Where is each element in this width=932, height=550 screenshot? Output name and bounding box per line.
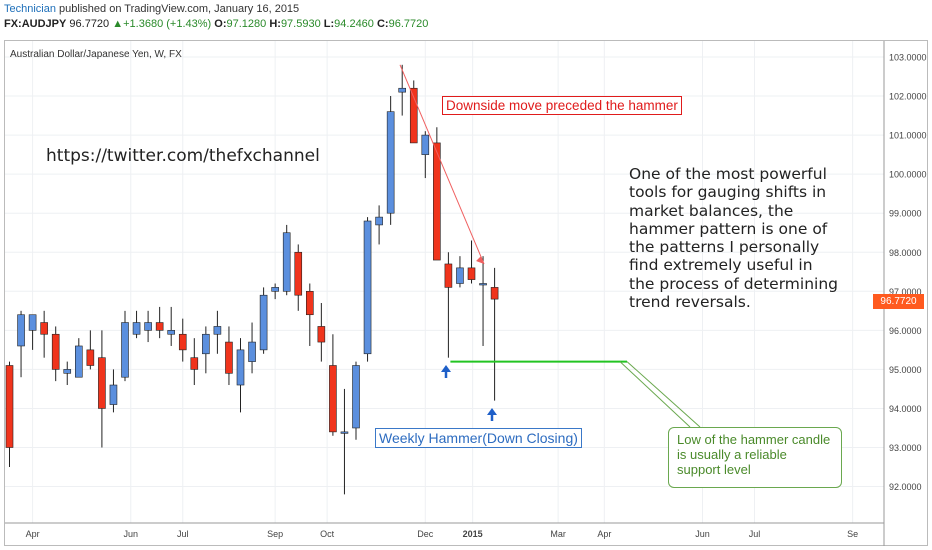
candle-body bbox=[40, 322, 48, 335]
author-link[interactable]: Technician bbox=[4, 3, 56, 15]
candle-body bbox=[144, 322, 152, 331]
x-tick-label: Apr bbox=[597, 529, 611, 539]
downside-move-callout: Downside move preceded the hammer bbox=[442, 96, 682, 115]
candle-body bbox=[340, 431, 349, 434]
candle-body bbox=[456, 267, 464, 284]
y-tick-label: 97.0000 bbox=[889, 287, 922, 297]
candle-body bbox=[190, 357, 199, 370]
chart-title: Australian Dollar/Japanese Yen, W, FX bbox=[10, 49, 182, 60]
candle-body bbox=[479, 283, 487, 286]
quote-line: FX:AUDJPY 96.7720 ▲+1.3680 (+1.43%) O:97… bbox=[4, 18, 428, 30]
candle-body bbox=[386, 111, 395, 214]
y-tick-label: 98.0000 bbox=[889, 248, 922, 258]
x-tick-label: Dec bbox=[417, 529, 434, 539]
candle-body bbox=[167, 330, 175, 335]
candle-body bbox=[305, 290, 314, 316]
candle-body bbox=[433, 142, 441, 261]
hammer-up-arrow-head bbox=[487, 408, 497, 415]
chart-frame bbox=[4, 40, 928, 546]
high-label: H: bbox=[269, 18, 281, 30]
x-tick-label: Oct bbox=[320, 529, 335, 539]
candle-body bbox=[202, 333, 210, 355]
y-tick-label: 103.0000 bbox=[889, 53, 927, 63]
symbol-label: FX:AUDJPY bbox=[4, 18, 67, 30]
y-tick-label: 94.0000 bbox=[889, 404, 922, 414]
publish-line: Technician published on TradingView.com,… bbox=[4, 3, 299, 15]
x-tick-label: Jul bbox=[177, 529, 189, 539]
x-tick-label: 2015 bbox=[463, 529, 483, 539]
x-tick-label: Jul bbox=[749, 529, 761, 539]
last-price: 96.7720 bbox=[69, 18, 110, 30]
close-value: 96.7720 bbox=[388, 18, 429, 30]
twitter-url: https://twitter.com/thefxchannel bbox=[46, 146, 320, 166]
candle-body bbox=[363, 220, 372, 355]
candle-body bbox=[329, 365, 337, 433]
x-tick-label: Sep bbox=[267, 529, 283, 539]
y-tick-label: 100.0000 bbox=[889, 170, 927, 180]
support-pointer-line bbox=[626, 361, 701, 428]
candle-body bbox=[271, 287, 279, 292]
trend-arrowhead bbox=[476, 255, 485, 264]
candle-body bbox=[51, 333, 60, 370]
y-tick-label: 99.0000 bbox=[889, 209, 922, 219]
x-tick-label: Apr bbox=[26, 529, 40, 539]
candle-body bbox=[421, 134, 430, 155]
x-tick-label: Mar bbox=[550, 529, 566, 539]
x-tick-label: Jun bbox=[124, 529, 139, 539]
candle-body bbox=[467, 267, 476, 280]
candle-body bbox=[155, 322, 164, 331]
candle-body bbox=[121, 322, 129, 378]
x-tick-label: Se bbox=[847, 529, 858, 539]
candle-body bbox=[259, 294, 268, 351]
y-tick-label: 93.0000 bbox=[889, 443, 922, 453]
last-price-tag: 96.7720 bbox=[873, 294, 924, 309]
support-level-callout: Low of the hammer candle is usually a re… bbox=[668, 427, 842, 488]
candle-body bbox=[213, 326, 222, 335]
candle-body bbox=[352, 365, 360, 429]
candle-body bbox=[409, 87, 418, 144]
candle-body bbox=[98, 357, 106, 409]
candle-body bbox=[225, 341, 233, 374]
support-pointer-line bbox=[619, 361, 691, 428]
up-triangle-icon: ▲ bbox=[112, 18, 124, 30]
y-tick-label: 102.0000 bbox=[889, 92, 927, 102]
candle-body bbox=[248, 341, 256, 362]
low-label: L: bbox=[323, 18, 335, 30]
candle-body bbox=[86, 349, 95, 366]
y-tick-label: 95.0000 bbox=[889, 365, 922, 375]
candle-body bbox=[17, 314, 25, 347]
hammer-up-arrow-head bbox=[441, 365, 451, 372]
price-change: +1.3680 (+1.43%) bbox=[123, 18, 212, 30]
open-label: O: bbox=[214, 18, 227, 30]
candle-body bbox=[178, 333, 187, 351]
candle-body bbox=[5, 365, 14, 448]
candle-body bbox=[236, 349, 245, 386]
candle-body bbox=[294, 251, 303, 296]
candle-body bbox=[490, 287, 499, 300]
low-value: 94.2460 bbox=[334, 18, 374, 30]
publish-info: published on TradingView.com, January 16… bbox=[59, 3, 300, 15]
candle-body bbox=[28, 314, 37, 331]
x-tick-label: Jun bbox=[695, 529, 710, 539]
close-label: C: bbox=[376, 18, 389, 30]
y-tick-label: 101.0000 bbox=[889, 131, 927, 141]
candle-body bbox=[63, 369, 72, 374]
candle-body bbox=[109, 384, 118, 405]
candle-body bbox=[398, 87, 407, 93]
candle-body bbox=[282, 232, 291, 292]
candle-body bbox=[375, 216, 383, 226]
y-tick-label: 96.0000 bbox=[889, 326, 922, 336]
commentary-text: One of the most powerful tools for gaugi… bbox=[629, 165, 839, 312]
downside-trend-line bbox=[399, 64, 485, 265]
candle-body bbox=[444, 263, 453, 288]
candle-body bbox=[317, 326, 326, 343]
candle-body bbox=[75, 345, 83, 378]
high-value: 97.5930 bbox=[280, 18, 321, 30]
open-value: 97.1280 bbox=[226, 18, 267, 30]
y-tick-label: 92.0000 bbox=[889, 482, 922, 492]
candle-body bbox=[132, 322, 141, 335]
weekly-hammer-callout: Weekly Hammer(Down Closing) bbox=[375, 428, 582, 448]
